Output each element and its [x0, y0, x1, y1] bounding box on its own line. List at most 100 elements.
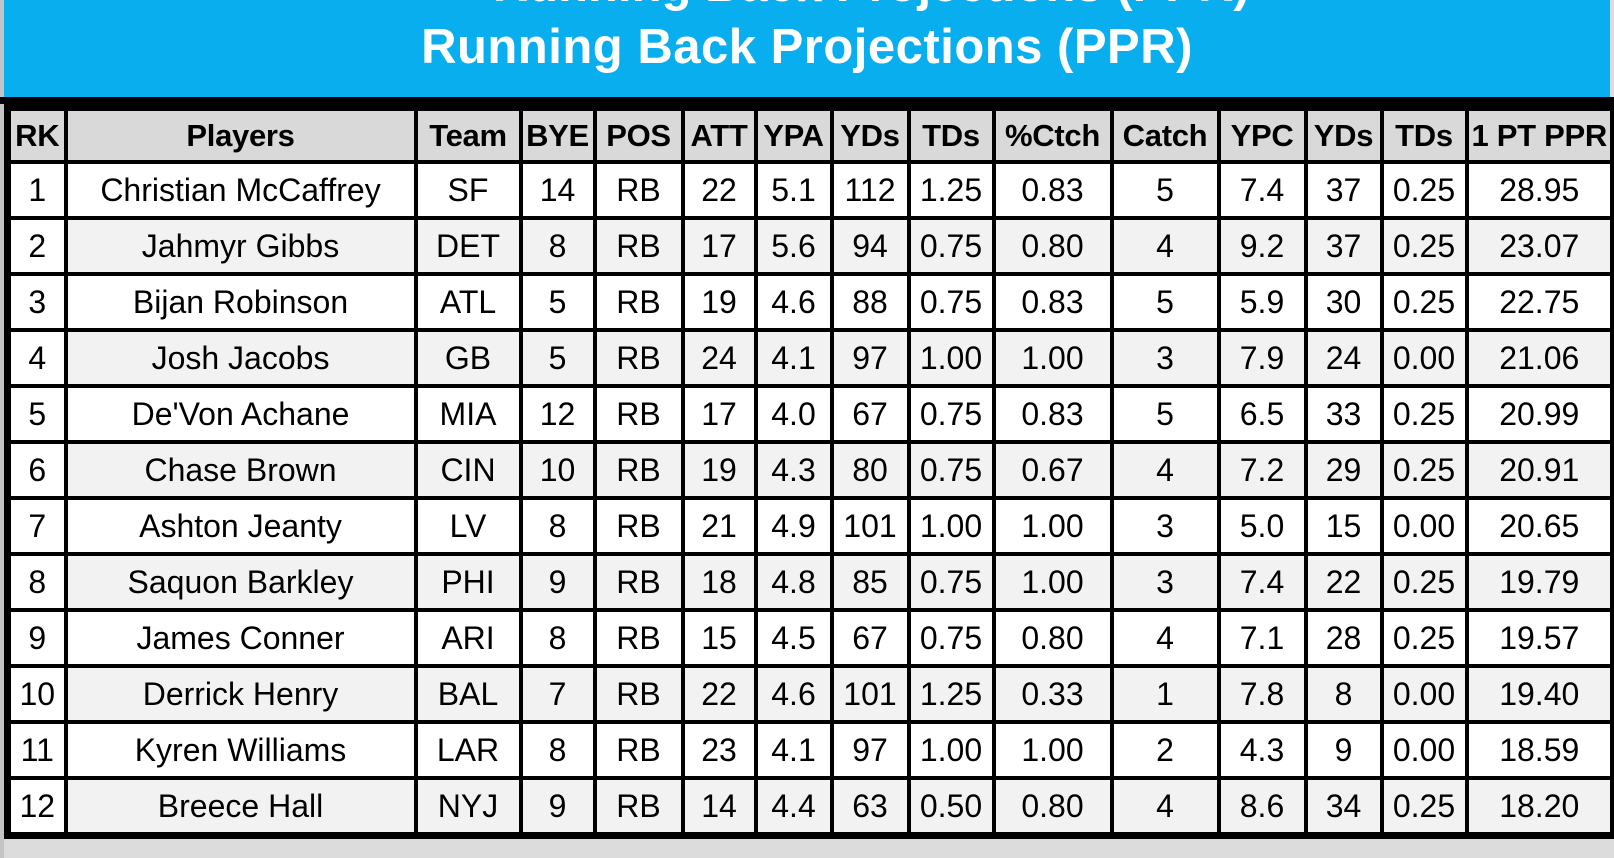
table-row: 4 Josh Jacobs GB 5 RB 24 4.1 97 1.00 1.0… — [5, 328, 1614, 388]
cell-catches: 4 — [1109, 776, 1221, 838]
cell-rush-yards: 85 — [829, 552, 911, 612]
cell-bye-week: 5 — [518, 328, 597, 388]
cell-rush-yards: 67 — [829, 608, 911, 668]
table-row: 10 Derrick Henry BAL 7 RB 22 4.6 101 1.2… — [5, 664, 1614, 724]
cell-ppr-points: 18.20 — [1464, 776, 1614, 838]
cell-rush-attempts: 19 — [680, 440, 758, 500]
cell-ppr-points: 19.40 — [1464, 664, 1614, 724]
cell-catches: 1 — [1109, 664, 1221, 724]
cell-rush-yards: 97 — [829, 328, 911, 388]
cell-position: RB — [592, 720, 685, 780]
cell-rush-attempts: 19 — [680, 272, 758, 332]
cell-bye-week: 8 — [518, 216, 597, 276]
cell-bye-week: 5 — [518, 272, 597, 332]
cell-rush-yards: 101 — [829, 664, 911, 724]
cell-ppr-points: 20.65 — [1464, 496, 1614, 556]
cell-ppr-points: 19.57 — [1464, 608, 1614, 668]
cell-receiving-touchdowns: 0.00 — [1379, 328, 1469, 388]
cell-catches: 5 — [1109, 272, 1221, 332]
cell-rush-touchdowns: 0.75 — [906, 440, 996, 500]
cell-position: RB — [592, 272, 685, 332]
cell-team: DET — [413, 216, 523, 276]
cell-team: BAL — [413, 664, 523, 724]
cell-yards-per-attempt: 4.5 — [753, 608, 834, 668]
cell-ppr-points: 19.79 — [1464, 552, 1614, 612]
cell-position: RB — [592, 440, 685, 500]
cell-bye-week: 9 — [518, 776, 597, 838]
cell-ppr-points: 28.95 — [1464, 160, 1614, 220]
cell-yards-per-attempt: 4.1 — [753, 328, 834, 388]
cell-yards-per-attempt: 4.6 — [753, 664, 834, 724]
cell-team: NYJ — [413, 776, 523, 838]
table-row: 3 Bijan Robinson ATL 5 RB 19 4.6 88 0.75… — [5, 272, 1614, 332]
cell-player-name: Kyren Williams — [63, 720, 418, 780]
cell-yards-per-attempt: 4.9 — [753, 496, 834, 556]
cell-rank: 2 — [5, 216, 68, 276]
cell-rush-attempts: 22 — [680, 160, 758, 220]
cell-position: RB — [592, 776, 685, 838]
cell-yards-per-catch: 7.4 — [1216, 552, 1308, 612]
cell-player-name: De'Von Achane — [63, 384, 418, 444]
cell-receiving-touchdowns: 0.25 — [1379, 160, 1469, 220]
cell-receiving-yards: 15 — [1303, 496, 1384, 556]
cell-team: GB — [413, 328, 523, 388]
cell-rush-touchdowns: 1.00 — [906, 328, 996, 388]
cell-team: ARI — [413, 608, 523, 668]
cell-catch-percentage: 1.00 — [991, 496, 1114, 556]
cell-player-name: Christian McCaffrey — [63, 160, 418, 220]
cell-receiving-touchdowns: 0.25 — [1379, 272, 1469, 332]
cell-position: RB — [592, 216, 685, 276]
cell-rush-yards: 63 — [829, 776, 911, 838]
cell-receiving-touchdowns: 0.25 — [1379, 608, 1469, 668]
cell-receiving-yards: 37 — [1303, 216, 1384, 276]
cell-rank: 12 — [5, 776, 68, 838]
cell-ppr-points: 23.07 — [1464, 216, 1614, 276]
cell-receiving-yards: 29 — [1303, 440, 1384, 500]
cell-yards-per-attempt: 5.6 — [753, 216, 834, 276]
cell-position: RB — [592, 384, 685, 444]
cell-catch-percentage: 0.83 — [991, 160, 1114, 220]
cell-yards-per-attempt: 4.4 — [753, 776, 834, 838]
cell-position: RB — [592, 328, 685, 388]
cell-rush-yards: 80 — [829, 440, 911, 500]
cell-team: SF — [413, 160, 523, 220]
cell-team: LV — [413, 496, 523, 556]
cell-position: RB — [592, 160, 685, 220]
cell-rank: 1 — [5, 160, 68, 220]
cell-rush-touchdowns: 0.75 — [906, 384, 996, 444]
col-header-ppr: 1 PT PPR — [1464, 105, 1614, 164]
cell-catches: 2 — [1109, 720, 1221, 780]
cell-rush-yards: 97 — [829, 720, 911, 780]
cell-yards-per-catch: 5.9 — [1216, 272, 1308, 332]
col-header-rush-yds: YDs — [829, 105, 911, 164]
cell-team: ATL — [413, 272, 523, 332]
cell-rank: 11 — [5, 720, 68, 780]
cell-receiving-touchdowns: 0.25 — [1379, 552, 1469, 612]
cell-rush-yards: 67 — [829, 384, 911, 444]
cell-receiving-yards: 33 — [1303, 384, 1384, 444]
cell-rush-touchdowns: 0.75 — [906, 552, 996, 612]
cell-ppr-points: 18.59 — [1464, 720, 1614, 780]
col-header-att: ATT — [680, 105, 758, 164]
col-header-rec-tds: TDs — [1379, 105, 1469, 164]
cell-catch-percentage: 1.00 — [991, 720, 1114, 780]
cell-rush-touchdowns: 0.75 — [906, 272, 996, 332]
cell-rush-attempts: 22 — [680, 664, 758, 724]
cell-rush-yards: 94 — [829, 216, 911, 276]
cell-catches: 4 — [1109, 216, 1221, 276]
cell-rush-attempts: 23 — [680, 720, 758, 780]
table-row: 5 De'Von Achane MIA 12 RB 17 4.0 67 0.75… — [5, 384, 1614, 444]
cell-rush-touchdowns: 0.75 — [906, 608, 996, 668]
col-header-catch: Catch — [1109, 105, 1221, 164]
left-margin-strip — [0, 0, 4, 858]
cell-receiving-yards: 24 — [1303, 328, 1384, 388]
col-header-ypa: YPA — [753, 105, 834, 164]
cell-rank: 4 — [5, 328, 68, 388]
cell-receiving-touchdowns: 0.25 — [1379, 216, 1469, 276]
cell-yards-per-attempt: 4.1 — [753, 720, 834, 780]
table-row: 9 James Conner ARI 8 RB 15 4.5 67 0.75 0… — [5, 608, 1614, 668]
cell-ppr-points: 22.75 — [1464, 272, 1614, 332]
cell-player-name: Derrick Henry — [63, 664, 418, 724]
banner-divider — [0, 97, 1614, 104]
cell-catch-percentage: 0.80 — [991, 216, 1114, 276]
